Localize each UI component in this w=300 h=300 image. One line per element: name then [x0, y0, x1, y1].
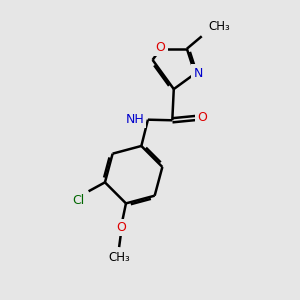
Text: Cl: Cl	[72, 194, 84, 207]
Text: CH₃: CH₃	[108, 250, 130, 264]
Text: O: O	[117, 221, 126, 234]
Text: O: O	[156, 41, 166, 54]
Text: N: N	[193, 67, 203, 80]
Text: NH: NH	[126, 113, 144, 126]
Text: CH₃: CH₃	[208, 20, 230, 33]
Text: O: O	[197, 111, 207, 124]
